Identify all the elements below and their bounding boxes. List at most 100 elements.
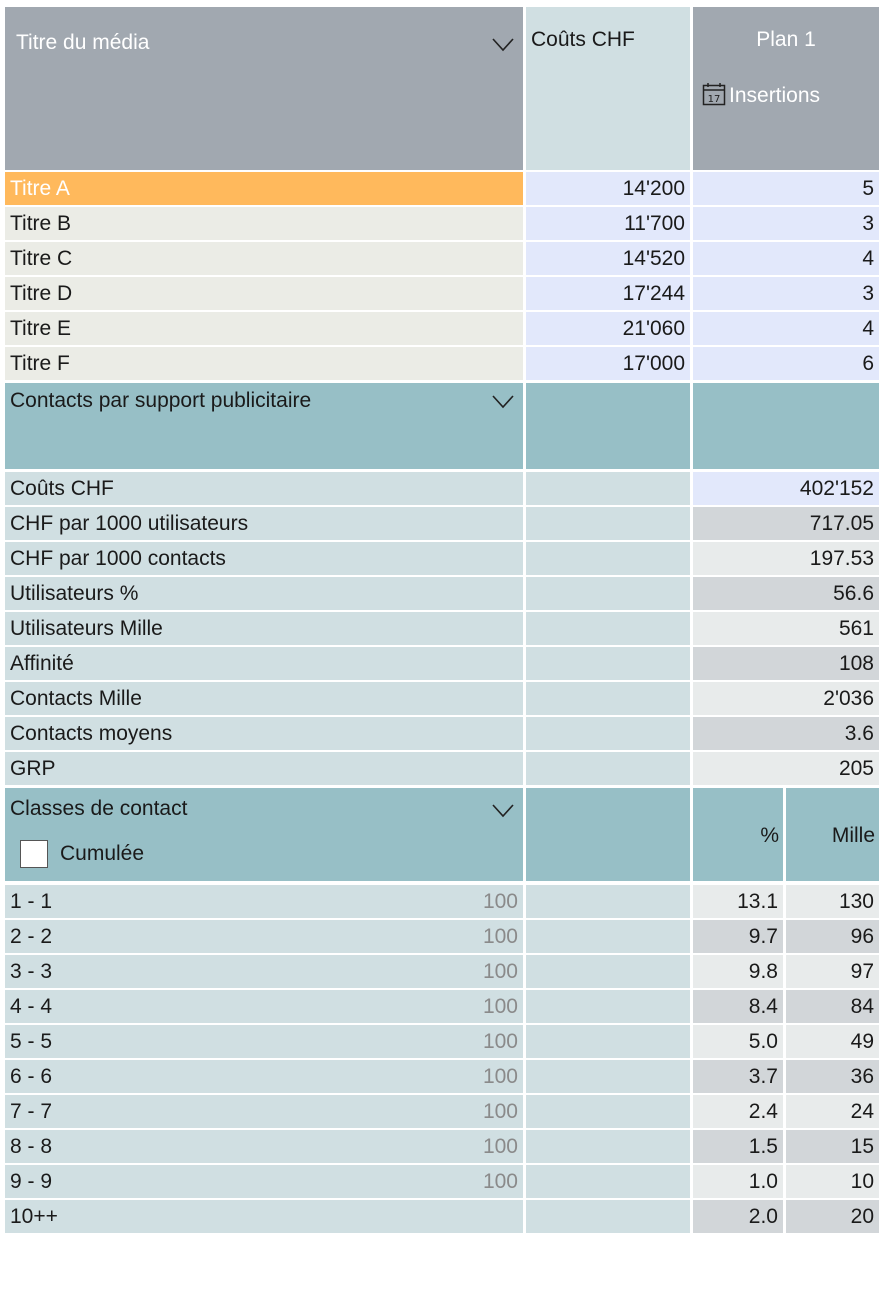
title-name: Titre E	[10, 317, 72, 340]
class-empty-cell	[526, 885, 690, 918]
title-row-insertions-cell[interactable]: 4	[693, 242, 879, 275]
media-title-header[interactable]: Titre du média	[5, 7, 523, 170]
title-row-insertions-cell[interactable]: 4	[693, 312, 879, 345]
title-row-name-cell[interactable]: Titre C	[5, 242, 523, 275]
metric-label: Contacts moyens	[10, 722, 173, 745]
class-label: 9 - 9	[10, 1170, 53, 1193]
metric-value: 205	[838, 757, 874, 780]
title-insertions: 3	[862, 212, 874, 235]
cumulative-checkbox[interactable]	[20, 840, 48, 868]
metric-label: CHF par 1000 utilisateurs	[10, 512, 249, 535]
title-cost: 17'244	[622, 282, 685, 305]
class-ref-value: 100	[482, 960, 518, 983]
title-row-cost-cell[interactable]: 17'000	[526, 347, 690, 380]
class-pct-cell: 3.7	[693, 1060, 783, 1093]
title-insertions: 3	[862, 282, 874, 305]
class-label-cell: 10++	[5, 1200, 523, 1233]
title-row-name-cell[interactable]: Titre B	[5, 207, 523, 240]
class-ref-value: 100	[482, 1170, 518, 1193]
title-row-cost-cell[interactable]: 17'244	[526, 277, 690, 310]
class-label-cell: 9 - 9 100	[5, 1165, 523, 1198]
classes-section-header[interactable]: Classes de contact Cumulée	[5, 788, 523, 881]
contacts-section-header[interactable]: Contacts par support publicitaire	[5, 383, 523, 469]
mille-column-header: Mille	[786, 788, 879, 881]
metric-empty-cell	[526, 507, 690, 540]
class-pct-cell: 2.0	[693, 1200, 783, 1233]
class-label: 4 - 4	[10, 995, 53, 1018]
plan-title: Plan 1	[756, 28, 816, 51]
cost-header-label: Coûts CHF	[531, 28, 635, 51]
chevron-down-icon[interactable]	[492, 804, 514, 818]
metric-empty-cell	[526, 682, 690, 715]
svg-text:17: 17	[708, 94, 721, 105]
class-empty-cell	[526, 1095, 690, 1128]
class-mille: 49	[850, 1030, 874, 1053]
title-cost: 14'520	[622, 247, 685, 270]
title-row-insertions-cell[interactable]: 6	[693, 347, 879, 380]
class-mille-cell: 36	[786, 1060, 879, 1093]
class-label-cell: 3 - 3 100	[5, 955, 523, 988]
class-empty-cell	[526, 1165, 690, 1198]
chevron-down-icon[interactable]	[492, 38, 514, 52]
metric-value: 717.05	[809, 512, 874, 535]
class-pct: 8.4	[748, 995, 778, 1018]
title-row-cost-cell[interactable]: 21'060	[526, 312, 690, 345]
class-pct-cell: 8.4	[693, 990, 783, 1023]
metric-label: CHF par 1000 contacts	[10, 547, 226, 570]
chevron-down-icon[interactable]	[492, 395, 514, 409]
metric-value-cell: 197.53	[693, 542, 879, 575]
metric-label: Coûts CHF	[10, 477, 114, 500]
title-row-insertions-cell[interactable]: 3	[693, 277, 879, 310]
class-ref-value: 100	[482, 995, 518, 1018]
title-row-name-cell[interactable]: Titre F	[5, 347, 523, 380]
metric-value-cell: 3.6	[693, 717, 879, 750]
metric-empty-cell	[526, 647, 690, 680]
class-label-cell: 1 - 1 100	[5, 885, 523, 918]
title-row-name-cell[interactable]: Titre E	[5, 312, 523, 345]
class-empty-cell	[526, 920, 690, 953]
class-pct-cell: 1.0	[693, 1165, 783, 1198]
class-mille-cell: 15	[786, 1130, 879, 1163]
media-title-header-label: Titre du média	[16, 31, 150, 54]
metric-label-cell: Contacts Mille	[5, 682, 523, 715]
metric-value-cell: 717.05	[693, 507, 879, 540]
metric-value: 3.6	[844, 722, 874, 745]
metric-label-cell: Utilisateurs %	[5, 577, 523, 610]
contacts-section-cost-cell	[526, 383, 690, 469]
title-row-cost-cell[interactable]: 14'520	[526, 242, 690, 275]
cumulative-label: Cumulée	[60, 842, 145, 865]
metric-value: 56.6	[833, 582, 874, 605]
title-row-cost-cell[interactable]: 14'200	[526, 172, 690, 205]
class-pct-cell: 13.1	[693, 885, 783, 918]
class-mille: 15	[850, 1135, 874, 1158]
class-label-cell: 7 - 7 100	[5, 1095, 523, 1128]
metric-value: 402'152	[799, 477, 874, 500]
title-row-cost-cell[interactable]: 11'700	[526, 207, 690, 240]
insertions-header[interactable]: 17 Insertions	[702, 82, 820, 108]
class-mille-cell: 97	[786, 955, 879, 988]
title-row-insertions-cell[interactable]: 5	[693, 172, 879, 205]
class-pct: 1.0	[748, 1170, 778, 1193]
pct-column-header: %	[693, 788, 783, 881]
class-mille: 96	[850, 925, 874, 948]
class-label: 5 - 5	[10, 1030, 53, 1053]
class-pct-cell: 5.0	[693, 1025, 783, 1058]
class-label-cell: 6 - 6 100	[5, 1060, 523, 1093]
metric-empty-cell	[526, 612, 690, 645]
class-ref-value: 100	[482, 1030, 518, 1053]
title-row-name-cell[interactable]: Titre A	[5, 172, 523, 205]
plan-header: Plan 1 17 Insertions	[693, 7, 879, 170]
class-label: 1 - 1	[10, 890, 53, 913]
title-row-name-cell[interactable]: Titre D	[5, 277, 523, 310]
class-label: 8 - 8	[10, 1135, 53, 1158]
title-row-insertions-cell[interactable]: 3	[693, 207, 879, 240]
class-mille: 84	[850, 995, 874, 1018]
class-ref-value: 100	[482, 1100, 518, 1123]
metric-value-cell: 56.6	[693, 577, 879, 610]
metric-value-cell: 2'036	[693, 682, 879, 715]
cost-header[interactable]: Coûts CHF	[526, 7, 690, 170]
title-name: Titre B	[10, 212, 72, 235]
calendar-icon: 17	[702, 82, 726, 106]
class-empty-cell	[526, 1130, 690, 1163]
metric-label: Affinité	[10, 652, 74, 675]
